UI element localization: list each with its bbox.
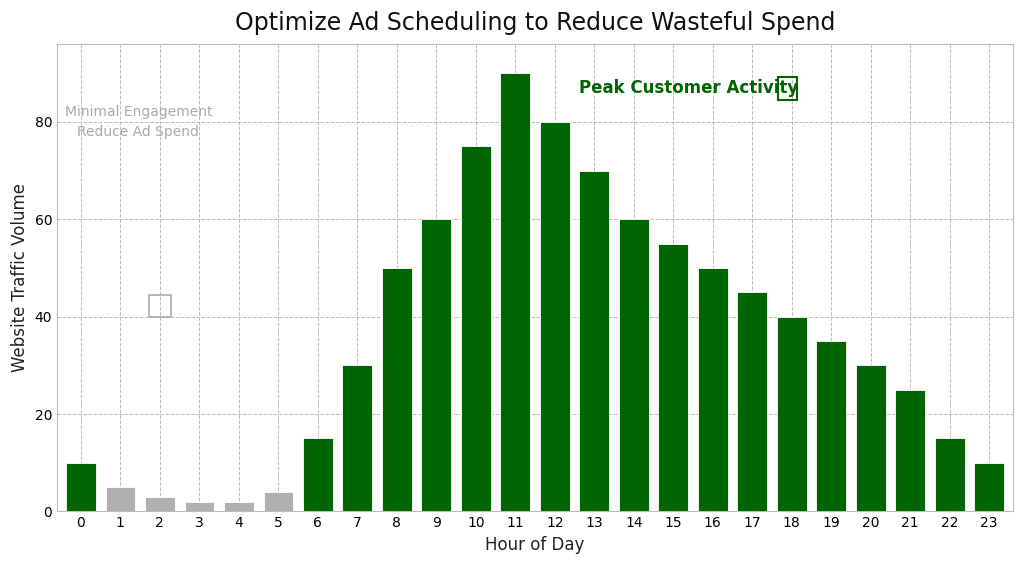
Title: Optimize Ad Scheduling to Reduce Wasteful Spend: Optimize Ad Scheduling to Reduce Wastefu… — [234, 11, 836, 35]
Bar — [461, 146, 490, 511]
Bar — [342, 366, 372, 511]
Bar — [540, 122, 569, 511]
Bar — [145, 497, 175, 511]
Bar — [148, 295, 171, 317]
Bar — [975, 463, 1004, 511]
Bar — [224, 502, 254, 511]
Bar — [580, 171, 609, 511]
Bar — [501, 73, 530, 511]
Bar — [263, 492, 293, 511]
Bar — [184, 502, 214, 511]
Text: Peak Customer Activity: Peak Customer Activity — [579, 79, 798, 97]
Bar — [816, 341, 846, 511]
Bar — [935, 438, 965, 511]
Bar — [66, 463, 95, 511]
Y-axis label: Website Traffic Volume: Website Traffic Volume — [11, 183, 29, 372]
Bar — [777, 317, 807, 511]
Bar — [105, 487, 135, 511]
Bar — [698, 268, 727, 511]
Bar — [303, 438, 333, 511]
Bar — [658, 244, 688, 511]
Bar — [422, 219, 452, 511]
Bar — [618, 219, 648, 511]
Bar — [895, 390, 925, 511]
Text: Minimal Engagement
Reduce Ad Spend: Minimal Engagement Reduce Ad Spend — [65, 105, 212, 140]
X-axis label: Hour of Day: Hour of Day — [485, 536, 585, 554]
Bar — [856, 366, 886, 511]
Bar — [382, 268, 412, 511]
Bar — [737, 292, 767, 511]
